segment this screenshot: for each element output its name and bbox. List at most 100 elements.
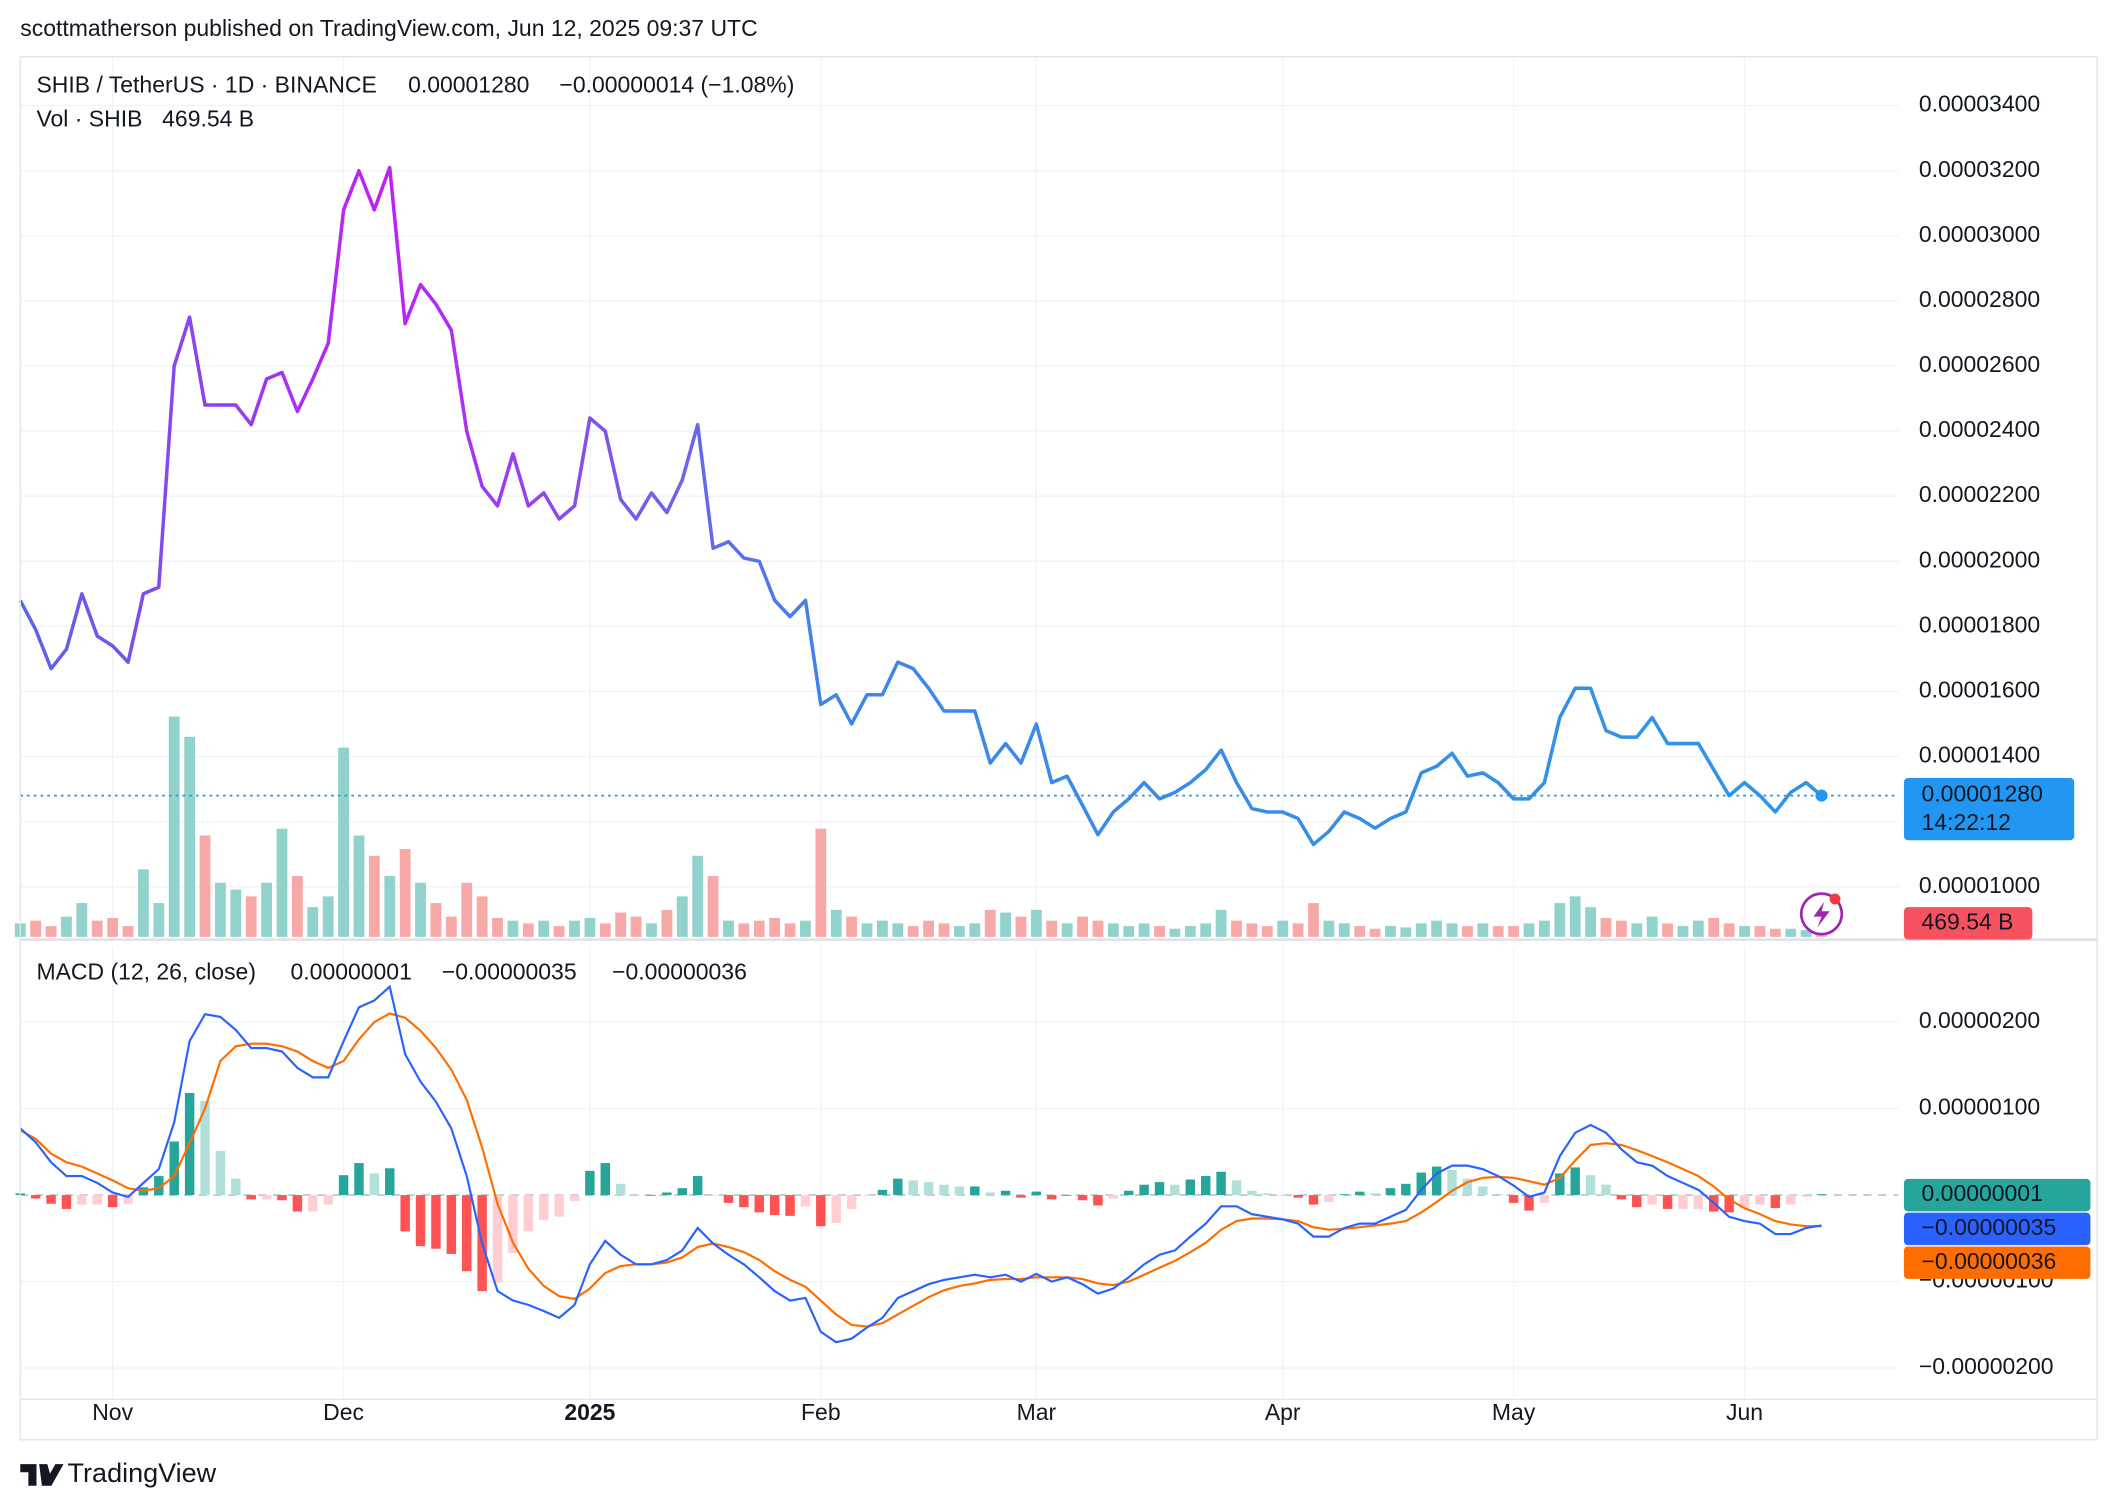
- histogram-bar: [369, 1173, 380, 1196]
- histogram-bar: [92, 1195, 102, 1205]
- volume-bar: [384, 876, 396, 937]
- y-tick-label: 0.00001000: [1919, 872, 2040, 898]
- histogram-bar: [200, 1100, 210, 1196]
- volume-bar: [1184, 926, 1196, 937]
- histogram-bar: [1308, 1195, 1319, 1205]
- macd-value: −0.00000035: [442, 958, 577, 984]
- volume-bar: [1354, 926, 1366, 937]
- histogram-bar: [862, 1195, 872, 1196]
- histogram-bar: [1385, 1188, 1396, 1196]
- volume-bar: [1000, 912, 1011, 937]
- volume-bar: [76, 903, 88, 937]
- volume-bar: [1200, 923, 1212, 937]
- histogram-bar: [77, 1195, 87, 1205]
- symbol-title: SHIB / TetherUS · 1D · BINANCE: [36, 72, 376, 98]
- volume-axis-label: 469.54 B: [1922, 908, 2014, 934]
- histogram-bar: [1339, 1194, 1350, 1196]
- frame: [19, 56, 2098, 1441]
- histogram-bar: [385, 1168, 395, 1196]
- histogram-bar: [646, 1195, 657, 1196]
- volume-bar: [1615, 920, 1627, 937]
- volume-bar: [630, 916, 642, 937]
- volume-bar: [1754, 926, 1766, 937]
- signal-value: −0.00000036: [612, 958, 747, 984]
- histogram-bar: [1262, 1193, 1273, 1196]
- macd-label-box: [1903, 1246, 2091, 1279]
- histogram-bar: [169, 1141, 179, 1196]
- histogram-bar: [30, 1195, 41, 1199]
- histogram-bar: [1093, 1195, 1103, 1206]
- histogram-bar: [1354, 1191, 1365, 1196]
- alert-icon[interactable]: [1799, 892, 1844, 936]
- histogram-bar: [1370, 1193, 1380, 1196]
- volume-bar: [723, 920, 734, 937]
- histogram-bar: [569, 1195, 580, 1202]
- histogram-bar: [354, 1163, 364, 1196]
- histogram-bar: [893, 1178, 903, 1196]
- histogram-bar: [1478, 1186, 1488, 1196]
- histogram-bar: [107, 1195, 118, 1208]
- volume-bar: [138, 869, 149, 937]
- volume-bar: [399, 849, 411, 937]
- histogram-bar: [554, 1195, 564, 1217]
- volume-bar: [661, 909, 673, 937]
- countdown-label: 14:22:12: [1922, 809, 2011, 835]
- histogram-bar: [1585, 1175, 1596, 1196]
- volume-bar: [692, 855, 704, 937]
- histogram-bar: [1462, 1178, 1473, 1196]
- histogram-bar: [215, 1150, 226, 1196]
- histogram-bar: [615, 1183, 626, 1196]
- price-change: −0.00000014 (−1.08%): [559, 72, 794, 98]
- volume-bar: [538, 920, 550, 937]
- volume-bar: [45, 926, 57, 937]
- x-tick-label: Apr: [1265, 1399, 1301, 1425]
- volume-bar: [1092, 920, 1104, 937]
- volume-bar: [938, 923, 950, 937]
- volume-bar: [1292, 923, 1304, 937]
- histogram-bar: [1816, 1194, 1827, 1196]
- macd-label-box: [1903, 1178, 2091, 1212]
- histogram-bar: [323, 1195, 333, 1205]
- volume-bar: [338, 747, 349, 937]
- published-header: scottmatherson published on TradingView.…: [20, 15, 757, 41]
- histogram-bar: [1293, 1195, 1303, 1198]
- volume-bar: [1662, 923, 1673, 937]
- histogram-bar: [1570, 1167, 1580, 1196]
- volume-bar: [646, 923, 657, 937]
- histogram-bar: [538, 1195, 549, 1221]
- volume-bar: [969, 923, 981, 937]
- volume-bar: [1323, 920, 1335, 937]
- histogram-bar: [723, 1195, 734, 1203]
- histogram-bar: [1555, 1173, 1565, 1196]
- volume-bar: [492, 917, 503, 937]
- volume-bar: [753, 920, 765, 937]
- volume-bar: [307, 907, 319, 937]
- histogram-bar: [338, 1175, 349, 1196]
- histogram-bar: [800, 1195, 811, 1207]
- volume-bar: [1708, 917, 1720, 937]
- volume-bar: [368, 855, 380, 937]
- volume-bar: [215, 882, 226, 937]
- histogram-bar: [1016, 1195, 1026, 1198]
- x-tick-label: Dec: [323, 1399, 364, 1425]
- histogram-bar: [1401, 1183, 1411, 1196]
- macd-label-box: [1903, 1212, 2091, 1246]
- histogram-bar: [1108, 1195, 1119, 1199]
- volume-bar: [261, 882, 273, 937]
- volume-bar: [415, 882, 426, 937]
- histogram-bar: [1185, 1179, 1196, 1196]
- histogram-bar: [1200, 1176, 1211, 1196]
- volume-bar: [1585, 907, 1597, 937]
- y-tick-label: 0.00002000: [1919, 546, 2040, 572]
- volume-bar: [30, 920, 42, 937]
- volume-bar: [153, 903, 165, 937]
- histogram-bar: [1786, 1195, 1796, 1205]
- histogram-bar: [1724, 1195, 1734, 1213]
- price-label-box: [1903, 778, 2075, 841]
- volume-bar: [353, 835, 365, 937]
- volume-bar: [276, 828, 288, 937]
- histogram-bar: [1524, 1195, 1534, 1211]
- macd-title: MACD (12, 26, close): [36, 958, 256, 984]
- volume-bar: [1723, 923, 1735, 937]
